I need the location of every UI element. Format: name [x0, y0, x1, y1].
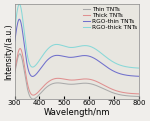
- Line: RGO-thin TNTs: RGO-thin TNTs: [15, 19, 139, 76]
- Thick TNTs: [21, 53, 23, 55]
- RGO-thick TNTs: [89, 46, 91, 47]
- Line: Thin TNTs: Thin TNTs: [15, 54, 139, 99]
- Thick TNTs: [108, 87, 110, 89]
- Thick TNTs: [32, 94, 34, 96]
- RGO-thin TNTs: [21, 30, 23, 31]
- Thin TNTs: [86, 83, 88, 84]
- RGO-thick TNTs: [18, 3, 20, 5]
- Legend: Thin TNTs, Thick TNTs, RGO-thin TNTs, RGO-thick TNTs: Thin TNTs, Thick TNTs, RGO-thin TNTs, RG…: [82, 6, 137, 31]
- RGO-thin TNTs: [14, 42, 15, 43]
- Thin TNTs: [32, 98, 34, 100]
- Thin TNTs: [19, 53, 21, 55]
- Thick TNTs: [19, 48, 21, 49]
- Thin TNTs: [90, 83, 91, 84]
- Thin TNTs: [93, 84, 95, 85]
- Thick TNTs: [121, 92, 123, 93]
- RGO-thick TNTs: [93, 47, 95, 49]
- Thin TNTs: [108, 91, 110, 92]
- Y-axis label: Intensity/(a.u.): Intensity/(a.u.): [4, 23, 13, 80]
- RGO-thick TNTs: [14, 30, 15, 31]
- Line: RGO-thick TNTs: RGO-thick TNTs: [15, 4, 139, 68]
- X-axis label: Wavelength/nm: Wavelength/nm: [44, 108, 110, 117]
- RGO-thin TNTs: [121, 74, 123, 75]
- Thick TNTs: [86, 78, 88, 80]
- Thin TNTs: [138, 96, 140, 97]
- RGO-thin TNTs: [86, 55, 88, 57]
- RGO-thin TNTs: [32, 76, 33, 77]
- RGO-thick TNTs: [138, 67, 140, 69]
- RGO-thin TNTs: [138, 76, 140, 77]
- Thin TNTs: [21, 60, 23, 61]
- Line: Thick TNTs: Thick TNTs: [15, 49, 139, 95]
- RGO-thin TNTs: [108, 68, 110, 69]
- RGO-thin TNTs: [90, 56, 91, 57]
- Thick TNTs: [14, 71, 15, 72]
- RGO-thick TNTs: [21, 16, 23, 17]
- RGO-thin TNTs: [93, 58, 95, 59]
- RGO-thin TNTs: [18, 19, 20, 20]
- Thin TNTs: [121, 94, 123, 96]
- Thick TNTs: [90, 79, 91, 80]
- Thick TNTs: [93, 80, 95, 81]
- Thick TNTs: [138, 93, 140, 95]
- Thin TNTs: [14, 73, 15, 75]
- RGO-thick TNTs: [86, 45, 88, 46]
- RGO-thick TNTs: [121, 65, 123, 66]
- RGO-thick TNTs: [108, 59, 110, 60]
